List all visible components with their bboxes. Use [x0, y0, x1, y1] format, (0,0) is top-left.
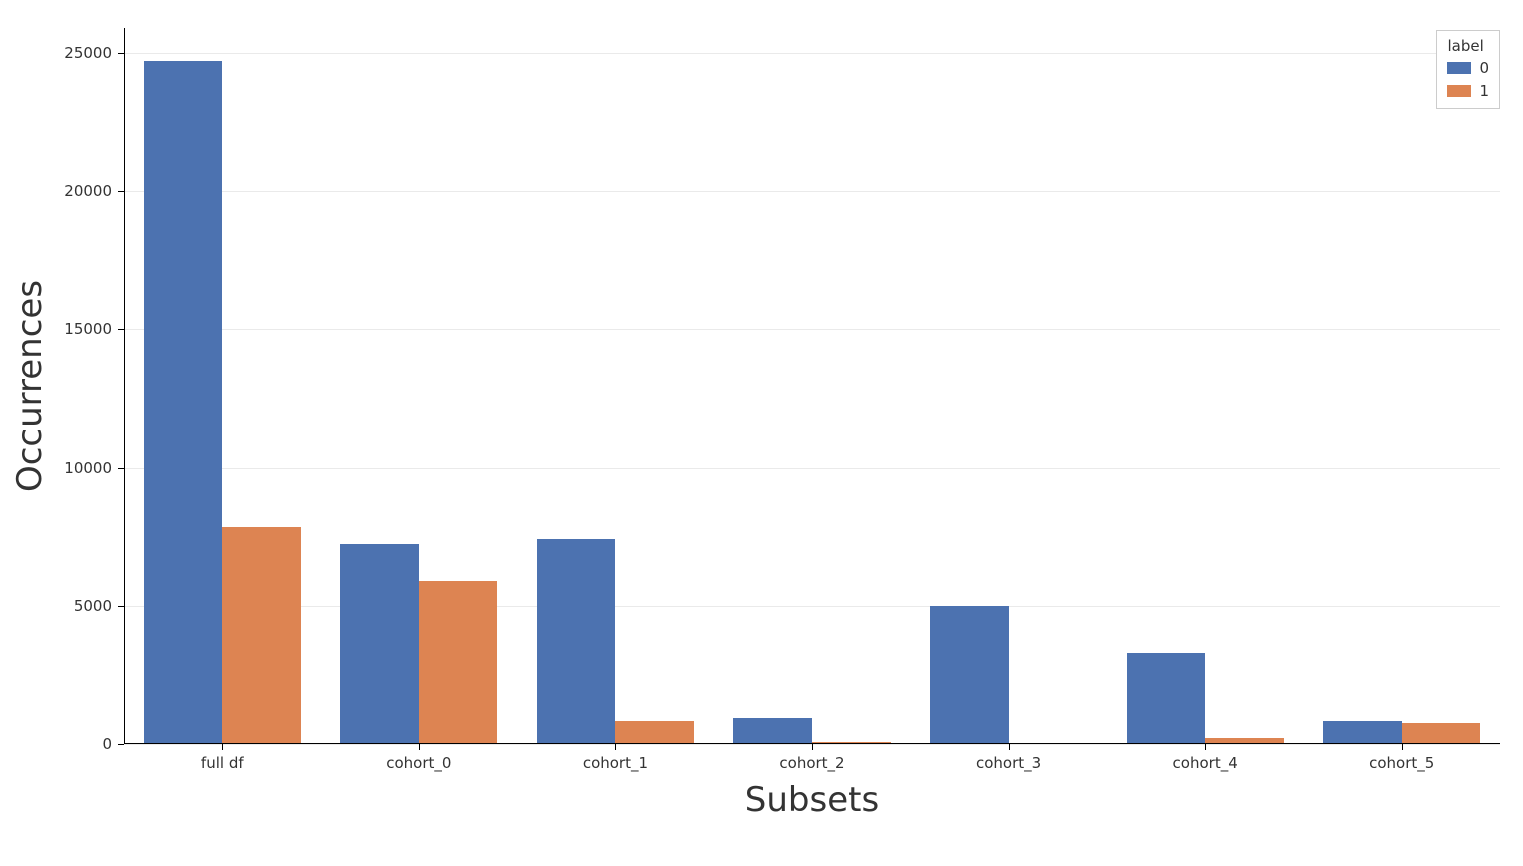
legend-label: 1 [1479, 80, 1489, 103]
bar [733, 718, 812, 744]
legend: label 01 [1436, 30, 1500, 109]
legend-item: 0 [1447, 57, 1489, 80]
legend-swatch [1447, 85, 1471, 97]
x-tick-mark [812, 744, 813, 750]
gridline [124, 468, 1500, 469]
x-tick-mark [1205, 744, 1206, 750]
gridline [124, 53, 1500, 54]
x-tick-mark [1009, 744, 1010, 750]
y-tick-mark [118, 468, 124, 469]
legend-swatch [1447, 62, 1471, 74]
x-tick-label: cohort_1 [583, 754, 648, 772]
y-tick-label: 25000 [0, 44, 112, 62]
y-tick-label: 5000 [0, 597, 112, 615]
gridline [124, 191, 1500, 192]
bar [615, 721, 694, 744]
bar [1127, 653, 1206, 744]
bar-chart: 0500010000150002000025000 full dfcohort_… [0, 0, 1523, 866]
x-tick-label: cohort_3 [976, 754, 1041, 772]
y-tick-mark [118, 191, 124, 192]
bar [1402, 723, 1481, 744]
bar [930, 606, 1009, 744]
bar [537, 539, 616, 744]
x-axis-title: Subsets [745, 780, 879, 820]
legend-item: 1 [1447, 80, 1489, 103]
y-tick-mark [118, 606, 124, 607]
x-tick-mark [222, 744, 223, 750]
bar [144, 61, 223, 744]
gridline [124, 329, 1500, 330]
bar [419, 581, 498, 744]
y-tick-label: 20000 [0, 182, 112, 200]
x-tick-label: cohort_5 [1369, 754, 1434, 772]
y-axis-spine [124, 28, 125, 744]
x-tick-label: cohort_4 [1173, 754, 1238, 772]
gridline [124, 606, 1500, 607]
x-tick-mark [1402, 744, 1403, 750]
y-tick-mark [118, 744, 124, 745]
x-tick-label: full df [201, 754, 244, 772]
x-tick-label: cohort_0 [386, 754, 451, 772]
x-tick-mark [419, 744, 420, 750]
y-axis-title: Occurrences [10, 280, 50, 492]
bar [1323, 721, 1402, 744]
legend-title: label [1447, 37, 1489, 55]
plot-area [124, 28, 1500, 744]
x-tick-label: cohort_2 [779, 754, 844, 772]
legend-label: 0 [1479, 57, 1489, 80]
y-tick-mark [118, 53, 124, 54]
y-tick-mark [118, 329, 124, 330]
bar [222, 527, 301, 744]
y-tick-label: 0 [0, 735, 112, 753]
x-tick-mark [615, 744, 616, 750]
bar [340, 544, 419, 744]
